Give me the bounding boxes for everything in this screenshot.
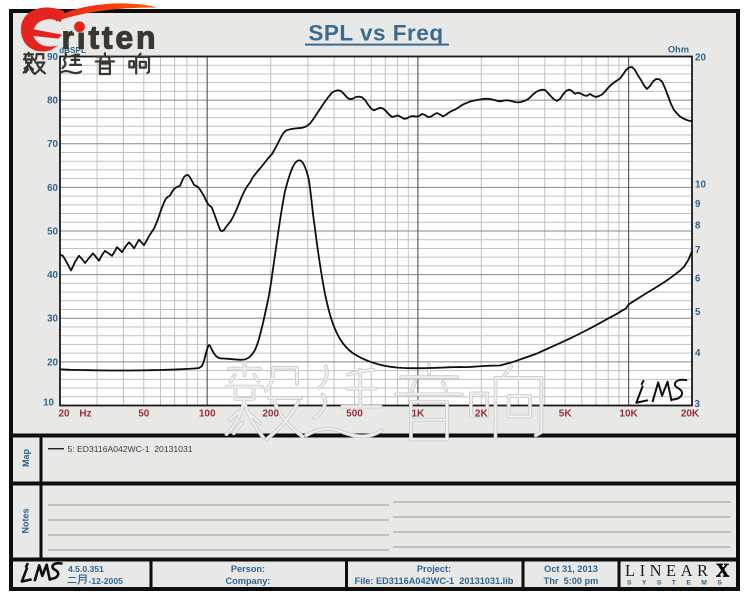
svg-text:Hz: Hz	[79, 409, 91, 420]
svg-text:Person:: Person:	[231, 564, 265, 574]
svg-text:20K: 20K	[681, 409, 700, 420]
svg-text:Ohm: Ohm	[668, 45, 689, 55]
svg-text:10: 10	[695, 179, 706, 190]
svg-text:2K: 2K	[475, 409, 489, 420]
svg-text:50: 50	[47, 226, 58, 237]
svg-text:5: 5	[695, 307, 701, 318]
svg-text:Thr 5:00 pm: Thr 5:00 pm	[544, 576, 599, 586]
svg-text:90: 90	[47, 52, 58, 63]
svg-text:60: 60	[47, 183, 58, 194]
svg-text:5: ED3116A042WC-1 20131031: 5: ED3116A042WC-1 20131031	[68, 444, 193, 454]
svg-text:8: 8	[695, 221, 701, 232]
svg-text:LINEAR: LINEAR	[625, 561, 713, 580]
svg-text:500: 500	[346, 409, 363, 420]
svg-text:10: 10	[43, 398, 54, 409]
svg-text:X: X	[716, 562, 730, 582]
svg-text:Map: Map	[21, 448, 31, 467]
svg-text:6: 6	[695, 273, 701, 284]
svg-text:dBSPL: dBSPL	[59, 46, 86, 55]
svg-text:40: 40	[47, 270, 58, 281]
svg-text:5K: 5K	[559, 409, 573, 420]
svg-text:SPL vs Freq: SPL vs Freq	[308, 21, 443, 46]
svg-text:-12-2005: -12-2005	[89, 576, 124, 586]
svg-text:File: ED3116A042WC-1 20131031: File: ED3116A042WC-1 20131031.lib	[355, 576, 514, 586]
svg-text:20: 20	[47, 357, 58, 368]
svg-text:SYSTEMS: SYSTEMS	[627, 580, 732, 587]
svg-text:30: 30	[47, 314, 58, 325]
svg-text:80: 80	[47, 96, 58, 107]
svg-text:9: 9	[695, 199, 701, 210]
svg-text:200: 200	[262, 409, 279, 420]
svg-text:70: 70	[47, 139, 58, 150]
svg-text:50: 50	[138, 409, 150, 420]
svg-text:Project:: Project:	[417, 564, 451, 574]
svg-text:4.5.0.351: 4.5.0.351	[68, 564, 104, 574]
svg-text:3: 3	[695, 399, 701, 410]
svg-text:100: 100	[199, 409, 216, 420]
svg-text:1K: 1K	[412, 409, 426, 420]
svg-text:20: 20	[695, 53, 706, 64]
svg-text:Oct 31, 2013: Oct 31, 2013	[544, 564, 598, 574]
svg-text:Company:: Company:	[226, 576, 271, 586]
svg-text:4: 4	[695, 348, 701, 359]
svg-text:7: 7	[695, 245, 701, 256]
svg-text:10K: 10K	[619, 409, 638, 420]
svg-text:20: 20	[58, 409, 70, 420]
svg-text:Notes: Notes	[21, 508, 31, 533]
